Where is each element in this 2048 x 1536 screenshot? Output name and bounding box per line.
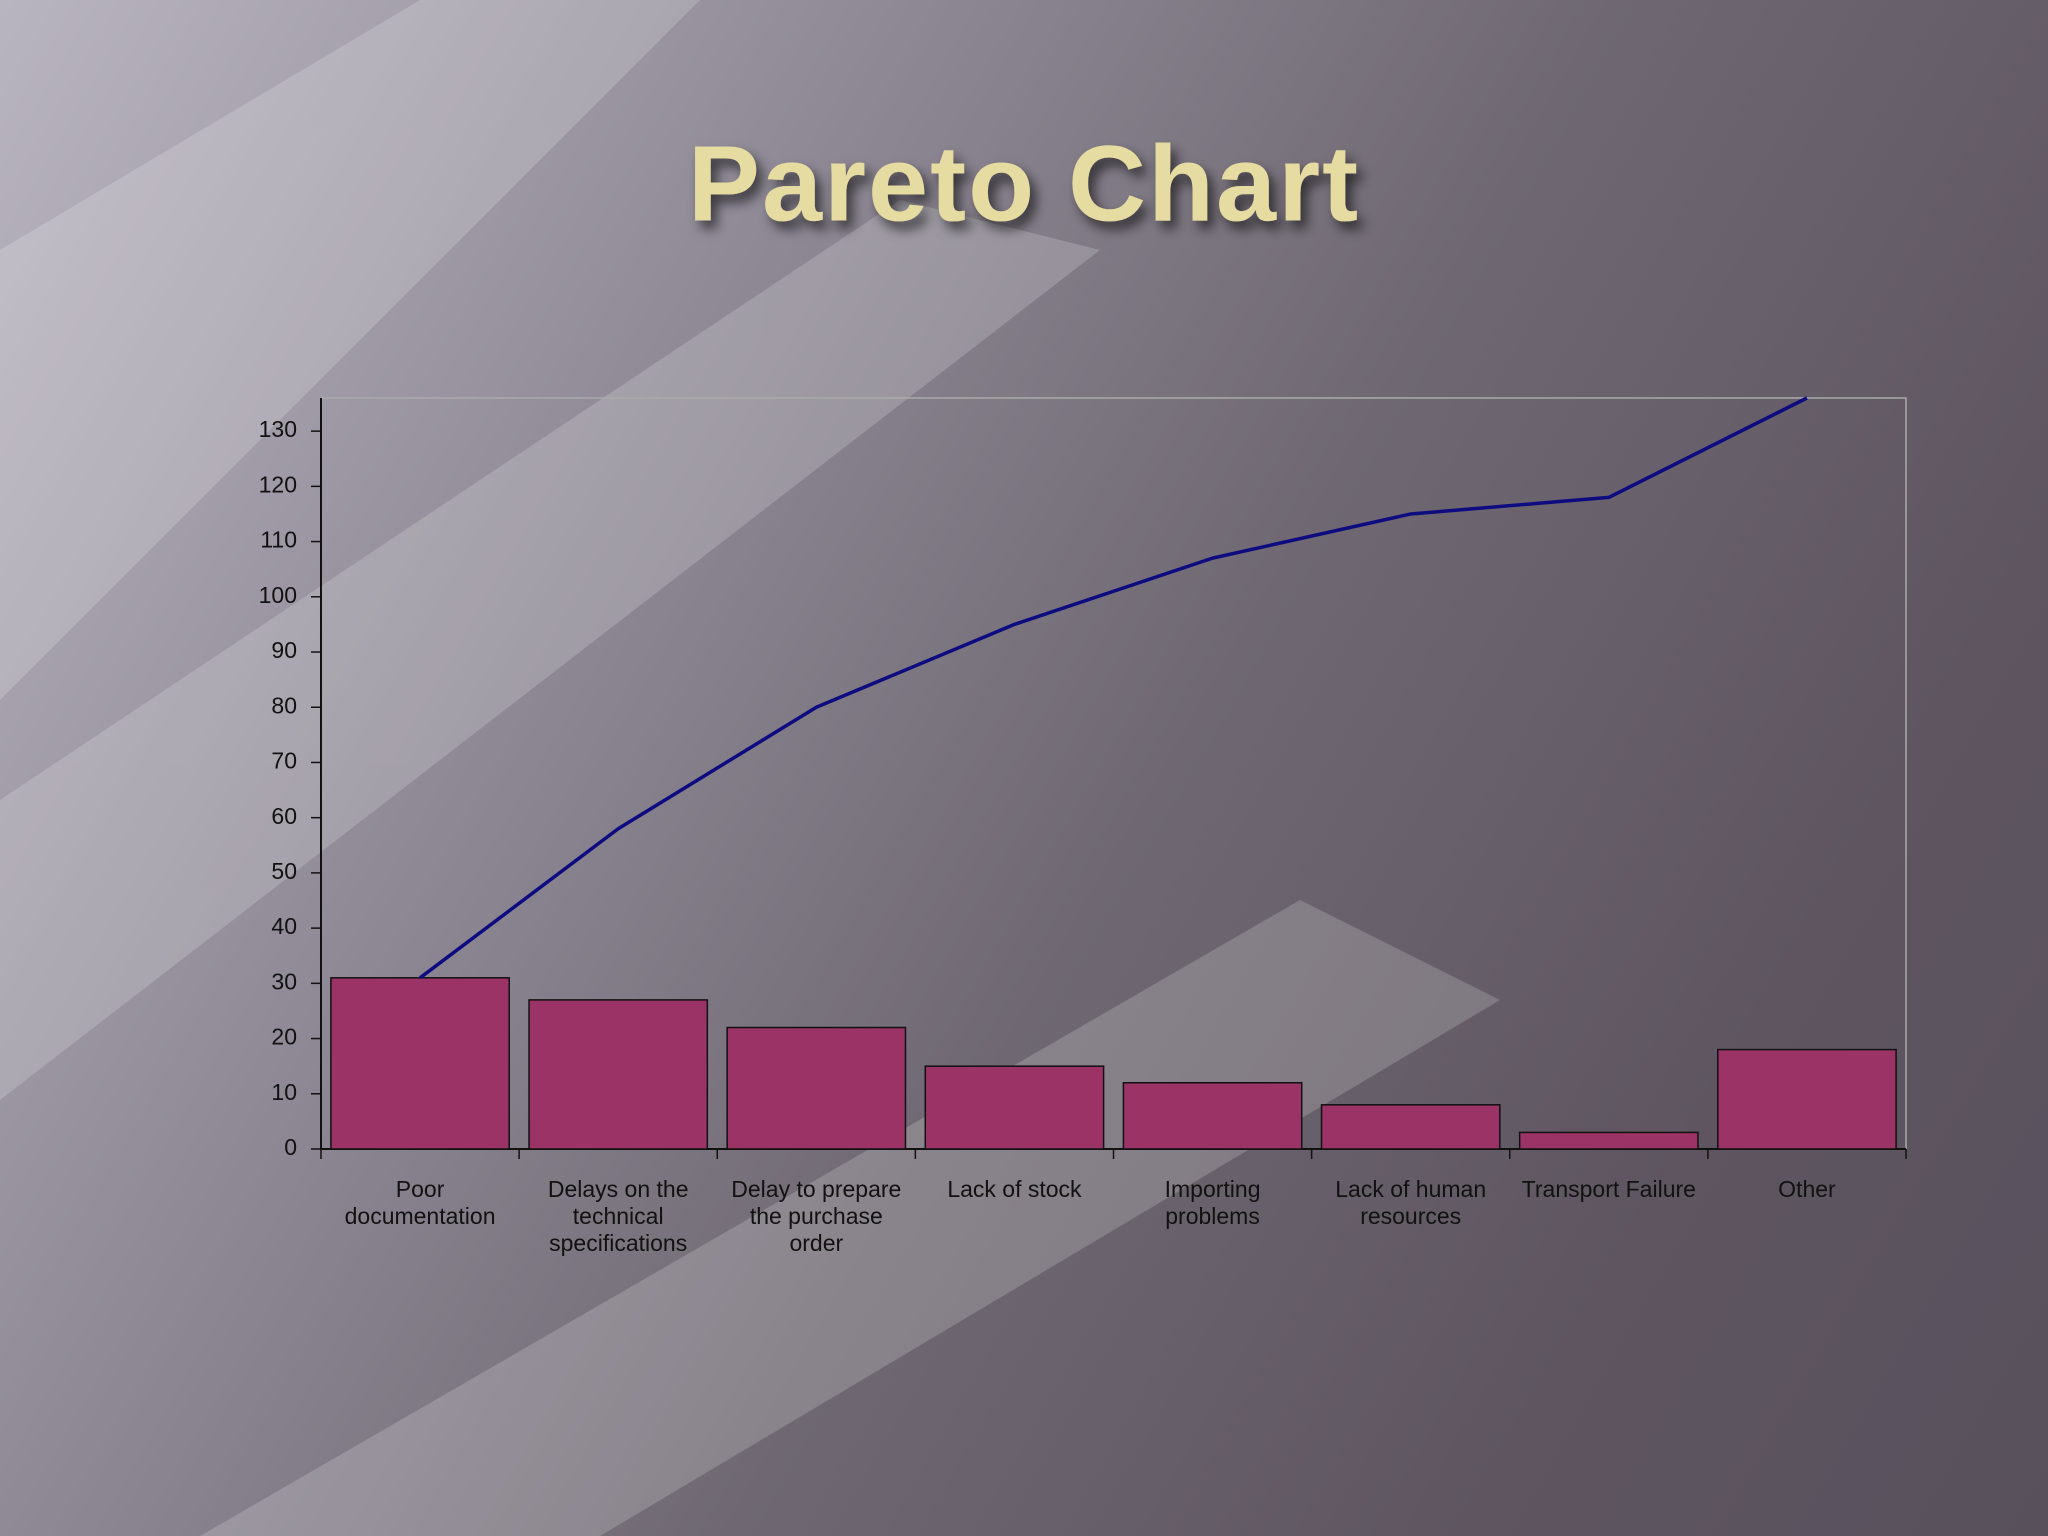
- y-tick-label: 60: [271, 803, 297, 829]
- x-tick-label: Transport Failure: [1521, 1176, 1696, 1202]
- y-tick-label: 10: [271, 1079, 297, 1105]
- x-tick-label: Lack of stock: [947, 1176, 1082, 1202]
- y-tick-label: 80: [271, 692, 297, 718]
- y-tick-label: 30: [271, 968, 297, 994]
- bar: [1320, 1104, 1501, 1150]
- y-tick-label: 100: [259, 582, 297, 608]
- x-tick-label: Delay to prepare the purchase order: [731, 1176, 902, 1256]
- x-tick-label: Importing problems: [1164, 1176, 1261, 1229]
- cumulative-line: [419, 396, 1808, 980]
- bar: [330, 977, 510, 1150]
- bar: [1122, 1081, 1303, 1150]
- bar: [1717, 1048, 1897, 1150]
- y-tick-label: 110: [260, 527, 297, 553]
- x-tick-label: Other: [1778, 1176, 1836, 1202]
- bar: [1518, 1131, 1699, 1150]
- y-tick-label: 120: [259, 471, 297, 497]
- y-tick-label: 20: [271, 1024, 297, 1050]
- x-tick-label: Poor documentation: [344, 1176, 496, 1229]
- y-tick-label: 50: [271, 858, 297, 884]
- bar: [726, 1026, 907, 1150]
- light-streaks: [0, 0, 1500, 1536]
- y-tick-label: 0: [284, 1134, 297, 1160]
- x-tick-label: Delays on the technical specifications: [547, 1176, 689, 1256]
- y-tick-label: 130: [259, 416, 297, 442]
- y-tick-label: 90: [271, 637, 297, 663]
- bar: [528, 999, 709, 1150]
- chart-title: Pareto Chart: [688, 123, 1360, 244]
- y-tick-label: 70: [271, 748, 297, 774]
- bar: [924, 1065, 1105, 1150]
- y-tick-label: 40: [271, 913, 297, 939]
- x-tick-label: Lack of human resources: [1335, 1176, 1487, 1229]
